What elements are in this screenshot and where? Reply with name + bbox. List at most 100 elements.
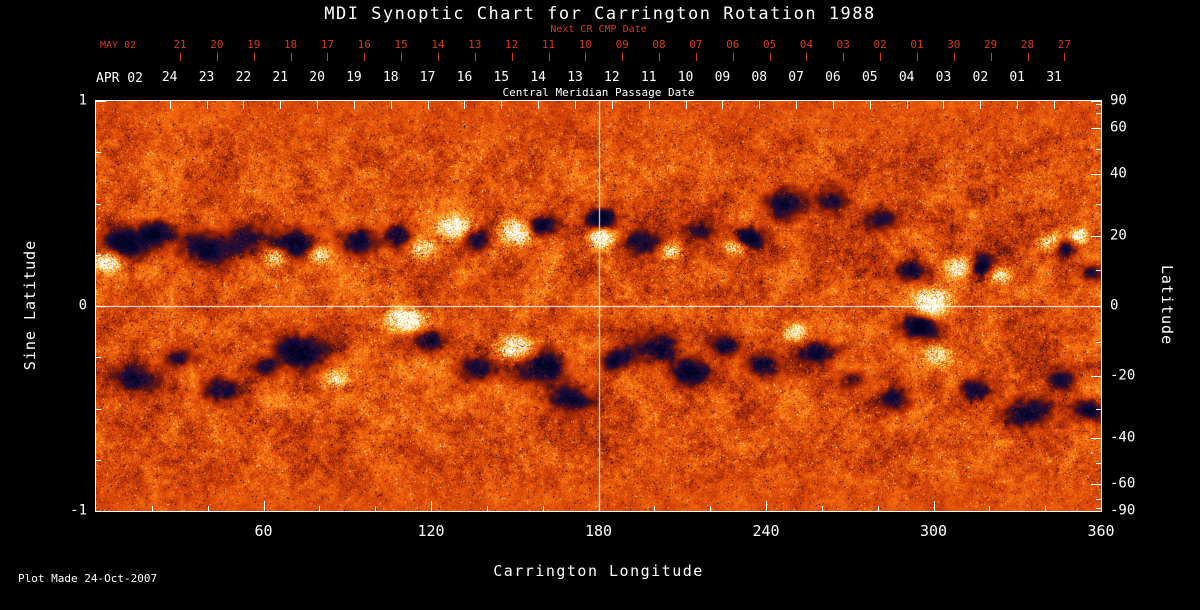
cmp-date-tick	[575, 101, 577, 109]
x-minor-tick	[877, 506, 879, 511]
y-left-minor-tick	[96, 459, 101, 461]
y-left-minor-tick	[96, 152, 101, 154]
x-major-tick	[598, 501, 600, 511]
cmp-date-tick-label: 04	[898, 70, 915, 85]
cmp-date-tick	[796, 101, 798, 109]
plot-made-note: Plot Made 24-Oct-2007	[18, 572, 158, 585]
next-cr-date-tick-label: 04	[799, 38, 814, 51]
y-right-major-tick	[1091, 128, 1101, 130]
x-minor-tick	[319, 506, 321, 511]
cmp-date-tick	[169, 101, 171, 109]
x-major-tick	[766, 501, 767, 511]
y-right-minor-tick	[1096, 148, 1101, 150]
cmp-date-tick	[648, 101, 650, 109]
y-right-minor-tick	[1096, 104, 1101, 106]
plot-area: Central Meridian Passage Date APR 02 MAY…	[70, 38, 1135, 539]
cmp-date-tick-label: 18	[382, 70, 399, 85]
cmp-date-tick-label: 11	[640, 70, 657, 85]
y-left-major-tick	[96, 101, 106, 102]
cmp-date-tick-label: 13	[567, 70, 583, 85]
next-cr-date-tick	[769, 53, 771, 61]
next-cr-date-tick	[290, 53, 292, 61]
cmp-date-tick-label: 21	[272, 70, 289, 85]
y-left-tick-label: 0	[78, 297, 87, 314]
next-cr-date-tick-label: 09	[615, 38, 629, 51]
y-right-tick-label: 40	[1110, 165, 1127, 182]
x-tick-label: 300	[919, 522, 948, 540]
next-cr-date-tick-label: 30	[947, 38, 961, 51]
x-minor-tick	[654, 506, 656, 511]
cmp-date-tick-label: 19	[346, 70, 362, 85]
y-right-tick-label: 20	[1110, 227, 1127, 244]
next-cr-month-label: MAY 02	[100, 40, 137, 51]
next-cr-date-tick	[585, 53, 587, 61]
next-cr-date-tick-label: 29	[984, 38, 998, 51]
y-left-tick-label: -1	[70, 502, 87, 519]
next-cr-date-tick	[511, 53, 513, 61]
x-major-tick	[933, 501, 935, 511]
cmp-date-tick	[538, 101, 540, 109]
next-cr-date-tick-label: 12	[505, 38, 519, 51]
next-cr-date-tick-label: 14	[431, 38, 445, 51]
cmp-date-tick-label: 31	[1046, 70, 1062, 85]
y-right-minor-tick	[1096, 463, 1101, 465]
next-cr-date-tick-label: 11	[541, 38, 556, 51]
next-cr-date-tick-label: 13	[468, 38, 482, 51]
next-cr-date-tick	[990, 53, 992, 61]
x-minor-tick	[486, 506, 488, 511]
magnetogram-canvas	[96, 101, 1101, 511]
next-cr-date-tick	[216, 53, 218, 61]
next-cr-date-tick-label: 16	[357, 38, 371, 51]
cmp-date-tick	[759, 101, 761, 109]
next-cr-date-tick-label: 18	[283, 38, 298, 51]
cmp-date-tick-label: 14	[530, 70, 546, 85]
cmp-date-tick-label: 08	[751, 70, 768, 85]
next-cr-date-tick-label: 01	[910, 38, 924, 51]
x-major-tick	[1101, 501, 1102, 511]
cmp-date-tick-label: 01	[1009, 70, 1025, 85]
x-tick-label: 180	[584, 522, 613, 540]
x-major-tick	[263, 501, 265, 511]
cmp-date-tick-label: 20	[309, 70, 325, 85]
cmp-date-tick	[427, 101, 429, 109]
next-cr-date-tick-label: 28	[1020, 38, 1035, 51]
cmp-date-tick-label: 07	[788, 70, 804, 85]
cmp-date-tick-label: 10	[677, 70, 694, 85]
y-left-tick-label: 1	[78, 92, 87, 109]
x-minor-tick	[1045, 506, 1047, 511]
x-tick-label: 120	[417, 522, 445, 540]
x-major-tick	[431, 501, 432, 511]
next-cr-date-tick-label: 20	[210, 38, 224, 51]
y-right-minor-tick	[1096, 408, 1101, 410]
cmp-date-tick	[353, 101, 355, 109]
cmp-date-tick	[1017, 101, 1019, 109]
x-minor-tick	[151, 506, 153, 511]
next-cr-date-tick	[180, 53, 182, 61]
y-left-minor-tick	[96, 254, 101, 256]
y-right-minor-tick	[1096, 341, 1101, 343]
next-cr-date-tick	[474, 53, 476, 61]
next-cr-date-tick	[880, 53, 882, 61]
next-cr-date-tick-label: 06	[726, 38, 740, 51]
y-left-minor-tick	[96, 408, 101, 410]
x-minor-tick	[207, 506, 209, 511]
y-right-major-tick	[1091, 376, 1101, 378]
cmp-date-tick-label: 23	[198, 70, 215, 85]
y-right-tick-label: 0	[1110, 297, 1119, 314]
x-axis-title: Carrington Longitude	[493, 562, 704, 580]
x-minor-tick	[710, 506, 712, 511]
y-right-major-tick	[1091, 306, 1101, 307]
cmp-date-tick-label: 22	[235, 70, 252, 85]
next-cr-date-tick	[916, 53, 918, 61]
cmp-date-tick	[906, 101, 908, 109]
x-minor-tick	[821, 506, 823, 511]
x-tick-label: 360	[1087, 522, 1115, 540]
cmp-date-tick	[501, 101, 503, 109]
y-right-major-tick	[1091, 511, 1101, 512]
cmp-date-tick	[317, 101, 319, 109]
next-cr-date-tick	[548, 53, 550, 61]
next-cr-cmp-date-label: Next CR CMP Date	[550, 24, 647, 35]
y-right-tick-label: 90	[1110, 92, 1127, 109]
next-cr-date-tick	[401, 53, 403, 61]
